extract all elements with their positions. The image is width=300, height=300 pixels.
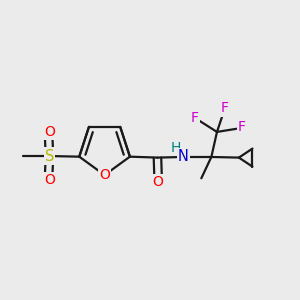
Text: S: S <box>45 148 54 164</box>
Text: F: F <box>221 101 229 116</box>
Text: N: N <box>178 149 189 164</box>
Text: O: O <box>99 168 110 182</box>
Text: O: O <box>44 173 55 188</box>
Text: H: H <box>171 141 181 155</box>
Text: O: O <box>44 124 55 139</box>
Text: F: F <box>238 120 246 134</box>
Text: F: F <box>190 110 198 124</box>
Text: O: O <box>153 175 164 189</box>
